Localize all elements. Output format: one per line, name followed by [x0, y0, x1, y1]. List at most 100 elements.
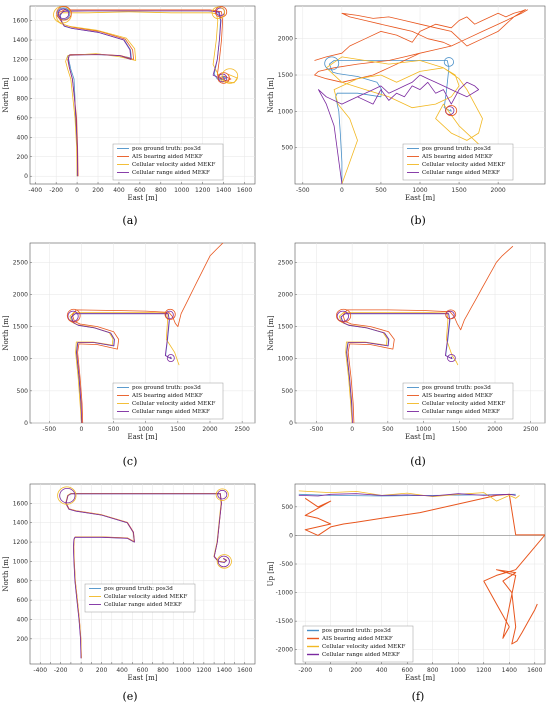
x-tick-label: 1000 — [176, 667, 191, 674]
x-tick-label: -400 — [33, 667, 47, 674]
legend: pos ground truth: pos3d AIS bearing aided… — [302, 625, 414, 663]
x-tick-label: 0 — [340, 187, 344, 194]
x-axis-label: East [m] — [405, 194, 435, 202]
legend-box — [84, 583, 196, 613]
x-tick-label: 1000 — [174, 187, 189, 194]
legend-label: Cellular range aided MEKF — [422, 170, 500, 176]
y-tick-label: 1600 — [13, 500, 28, 507]
y-tick-label: 1000 — [13, 558, 28, 565]
loop-cell_range — [166, 354, 175, 363]
legend-box — [302, 625, 414, 663]
y-axis-label: North [m] — [2, 315, 10, 351]
loop-cell_range — [67, 310, 79, 322]
legend-label: AIS bearing aided MEKF — [421, 154, 493, 160]
legend-label: Cellular range aided MEKF — [322, 652, 400, 658]
legend-label: Cellular range aided MEKF — [132, 409, 210, 415]
x-axis-label: East [m] — [127, 433, 157, 441]
x-tick-label: 400 — [113, 187, 125, 194]
x-tick-label: 1600 — [527, 667, 542, 674]
y-tick-label: 2000 — [278, 36, 293, 43]
y-tick-label: 0 — [24, 420, 28, 427]
x-tick-label: 200 — [350, 667, 362, 674]
panel-b: -500 0 500 1000 1500 2000 500 1000 1500 2000 East … — [267, 5, 546, 202]
y-tick-label: 1000 — [13, 76, 28, 83]
x-tick-label: 2500 — [523, 426, 538, 433]
x-tick-label: 1500 — [170, 426, 185, 433]
legend-label: AIS bearing aided MEKF — [131, 393, 203, 399]
panel-c: -500 0 500 1000 1500 2000 2500 0 500 1000 1500 2000… — [2, 242, 256, 441]
x-tick-label: 800 — [155, 187, 167, 194]
x-tick-label: 2000 — [202, 426, 217, 433]
y-tick-label: 500 — [17, 388, 29, 395]
x-tick-label: 2500 — [235, 426, 250, 433]
series-group — [66, 243, 224, 423]
x-tick-label: 0 — [350, 426, 354, 433]
y-tick-label: 600 — [17, 597, 29, 604]
legend-box — [402, 382, 514, 420]
series-line-ais — [314, 9, 529, 83]
x-tick-label: 1000 — [416, 426, 431, 433]
y-axis-label: North [m] — [267, 77, 275, 113]
loop-cell_range — [165, 310, 174, 320]
series-line-cell_range — [65, 493, 227, 659]
panel-caption-f: (f) — [412, 690, 425, 703]
x-tick-label: 500 — [375, 187, 387, 194]
y-tick-label: 500 — [282, 388, 294, 395]
y-tick-label: 1500 — [278, 324, 293, 331]
y-axis-label: North [m] — [267, 315, 275, 351]
legend: pos ground truth: pos3d AIS bearing aided… — [402, 143, 514, 181]
legend-label: pos ground truth: pos3d — [422, 146, 491, 152]
loop-ais — [217, 72, 230, 84]
legend-label: Cellular velocity aided MEKF — [422, 162, 505, 168]
legend-label: Cellular velocity aided MEKF — [422, 401, 505, 407]
x-tick-label: -500 — [310, 426, 324, 433]
y-tick-label: 800 — [17, 95, 29, 102]
legend-label: pos ground truth: pos3d — [104, 586, 173, 592]
loop-cell_range — [57, 8, 70, 20]
legend-label: Cellular velocity aided MEKF — [132, 401, 215, 407]
x-tick-label: 1600 — [237, 187, 252, 194]
x-tick-label: 0 — [75, 187, 79, 194]
panel-caption-b: (b) — [410, 214, 426, 227]
series-group — [57, 486, 232, 659]
x-tick-label: 1400 — [216, 187, 231, 194]
series-line-cell_velocity — [55, 11, 238, 177]
legend-label: pos ground truth: pos3d — [422, 385, 491, 391]
series-line-cell_range — [340, 313, 453, 423]
y-tick-label: 600 — [17, 115, 29, 122]
series-group — [336, 245, 514, 423]
loop-ais — [164, 308, 176, 320]
series-group — [298, 490, 545, 645]
y-tick-label: 2500 — [278, 259, 293, 266]
legend: pos ground truth: pos3d Cellular velocity… — [84, 583, 196, 613]
loop-cell_velocity — [211, 6, 226, 20]
x-tick-label: 0 — [80, 426, 84, 433]
legend-label: AIS bearing aided MEKF — [321, 636, 393, 642]
y-tick-label: 1500 — [278, 72, 293, 79]
x-tick-label: 2000 — [487, 426, 502, 433]
x-tick-label: -500 — [296, 187, 310, 194]
panel-caption-e: (e) — [122, 690, 137, 703]
legend-box — [402, 143, 514, 181]
y-tick-label: 0 — [289, 532, 293, 539]
x-tick-label: 1400 — [217, 667, 232, 674]
x-tick-label: 1000 — [138, 426, 153, 433]
y-tick-label: 800 — [17, 578, 29, 585]
legend-label: AIS bearing aided MEKF — [421, 393, 493, 399]
x-tick-label: 1000 — [451, 667, 466, 674]
loop-cell_range — [336, 310, 349, 322]
panel-caption-a: (a) — [122, 214, 137, 227]
y-tick-label: 200 — [17, 154, 29, 161]
panel-f: -200 0 200 400 600 800 1000 1200 1400 1600-2000-1… — [267, 483, 546, 682]
y-tick-label: -2000 — [276, 647, 294, 654]
y-tick-label: -500 — [279, 561, 293, 568]
loop-ais — [56, 6, 72, 21]
loop-ground_truth — [56, 7, 71, 21]
x-tick-label: 1200 — [196, 667, 211, 674]
y-axis-label: North [m] — [2, 556, 10, 592]
loop-ais — [336, 308, 352, 323]
y-tick-label: 1000 — [278, 356, 293, 363]
x-tick-label: 500 — [382, 426, 394, 433]
x-tick-label: 200 — [92, 187, 104, 194]
